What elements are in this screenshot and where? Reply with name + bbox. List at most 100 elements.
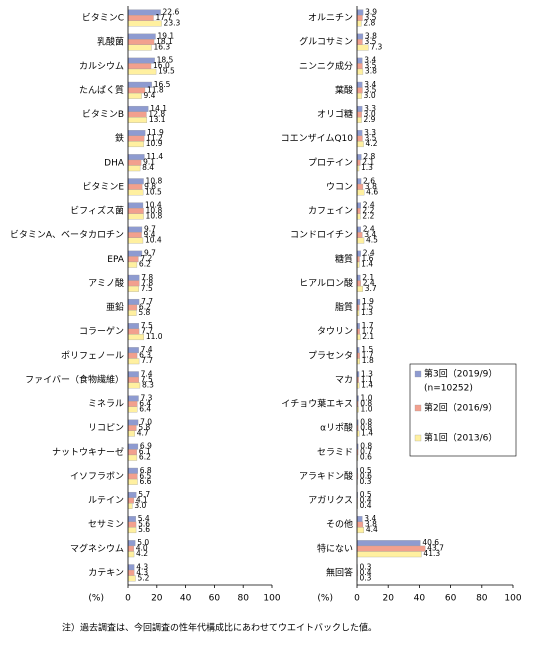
- bar: [356, 280, 361, 287]
- value-label: 3.9: [365, 7, 377, 16]
- bar: [127, 183, 143, 190]
- value-label: 3.5: [364, 134, 376, 143]
- value-label: 7.7: [141, 356, 153, 365]
- category-label: ビタミンB: [82, 109, 124, 120]
- category-label: 特にない: [317, 542, 353, 554]
- category-label: 亜鉛: [106, 301, 124, 313]
- value-label: 0.6: [360, 453, 372, 462]
- x-tick-label: 80: [237, 594, 249, 604]
- bar: [356, 226, 361, 233]
- value-label: 0.4: [360, 495, 372, 504]
- value-label: 4.7: [137, 429, 149, 438]
- legend-box: [409, 363, 517, 457]
- category-label: コエンザイムQ10: [281, 133, 354, 144]
- category-label: イチョウ葉エキス: [281, 398, 353, 410]
- value-label: 3.8: [365, 67, 377, 76]
- bar: [356, 57, 363, 64]
- value-label: 3.3: [364, 128, 376, 137]
- legend-sample: (n=10252): [424, 384, 473, 394]
- bar: [127, 323, 139, 329]
- bar: [127, 261, 138, 268]
- bar: [127, 540, 136, 547]
- category-label: マカ: [335, 374, 353, 385]
- category-label: ニンニク成分: [299, 60, 353, 72]
- value-label: 7.5: [141, 375, 153, 384]
- value-label: 7.3: [141, 393, 153, 402]
- x-tick-label: 60: [445, 594, 457, 604]
- category-label: グルコサミン: [299, 36, 353, 48]
- bar: [127, 304, 138, 311]
- bar: [127, 189, 144, 196]
- value-label: 1.7: [362, 327, 374, 336]
- value-label: 0.3: [359, 562, 371, 571]
- bar: [356, 135, 363, 142]
- bar: [356, 63, 363, 70]
- bar: [356, 159, 361, 166]
- category-label: その他: [326, 518, 353, 530]
- bar: [356, 334, 361, 341]
- value-label: 3.4: [364, 230, 376, 239]
- value-label: 9.7: [144, 225, 156, 234]
- category-label: 糖質: [335, 253, 353, 265]
- legend-label: 第2回（2016/9）: [424, 402, 497, 414]
- bar: [356, 154, 362, 161]
- value-label: 3.4: [364, 80, 376, 89]
- category-label: ルテイン: [88, 495, 124, 506]
- bar: [127, 165, 141, 172]
- bar: [356, 213, 361, 220]
- value-label: 6.2: [139, 453, 151, 462]
- category-label: ビタミンC: [82, 13, 124, 24]
- value-label: 9.7: [144, 249, 156, 258]
- bar: [356, 111, 362, 118]
- value-label: 4.0: [136, 544, 148, 553]
- value-label: 23.3: [164, 18, 181, 27]
- bar: [356, 202, 361, 209]
- value-label: 4.2: [366, 139, 378, 148]
- bar: [356, 44, 369, 51]
- bar: [127, 328, 140, 335]
- value-label: 9.4: [144, 91, 156, 100]
- bar: [127, 135, 145, 142]
- bar: [127, 376, 139, 383]
- value-label: 1.0: [361, 393, 373, 402]
- value-label: 2.4: [363, 249, 375, 258]
- value-label: 4.3: [136, 562, 148, 571]
- bar: [356, 285, 363, 292]
- value-label: 3.0: [364, 109, 376, 118]
- value-label: 7.0: [140, 418, 152, 427]
- value-label: 3.4: [364, 514, 376, 523]
- category-label: コラーゲン: [79, 325, 124, 337]
- value-label: 0.3: [359, 477, 371, 486]
- bar: [127, 430, 135, 437]
- bar: [356, 250, 361, 257]
- bar: [127, 401, 138, 407]
- category-label: ポリフェノール: [61, 350, 124, 361]
- value-label: 7.2: [140, 254, 152, 263]
- value-label: 16.3: [153, 43, 170, 52]
- value-label: 18.5: [157, 56, 174, 65]
- value-label: 3.0: [134, 501, 146, 510]
- bar: [356, 15, 363, 21]
- value-label: 1.4: [361, 260, 373, 269]
- value-label: 0.8: [360, 399, 372, 408]
- category-label: 脂質: [335, 301, 353, 313]
- bar: [356, 81, 363, 88]
- value-label: 2.2: [362, 211, 374, 220]
- bar: [127, 419, 139, 426]
- value-label: 5.8: [138, 423, 150, 432]
- value-label: 4.3: [136, 568, 148, 577]
- category-label: ファイバー（食物繊維）: [25, 373, 124, 385]
- value-label: 19.1: [158, 32, 175, 41]
- x-tick-label: 40: [414, 594, 426, 604]
- value-label: 16.5: [154, 80, 171, 89]
- bar: [127, 87, 146, 94]
- bar: [127, 310, 137, 316]
- value-label: 2.1: [362, 158, 374, 167]
- bar: [127, 575, 136, 582]
- bar: [127, 33, 156, 40]
- value-label: 0.7: [360, 447, 372, 456]
- category-label: プラセンタ: [308, 350, 353, 361]
- category-label: αリポ酸: [320, 423, 353, 434]
- bar: [356, 545, 426, 552]
